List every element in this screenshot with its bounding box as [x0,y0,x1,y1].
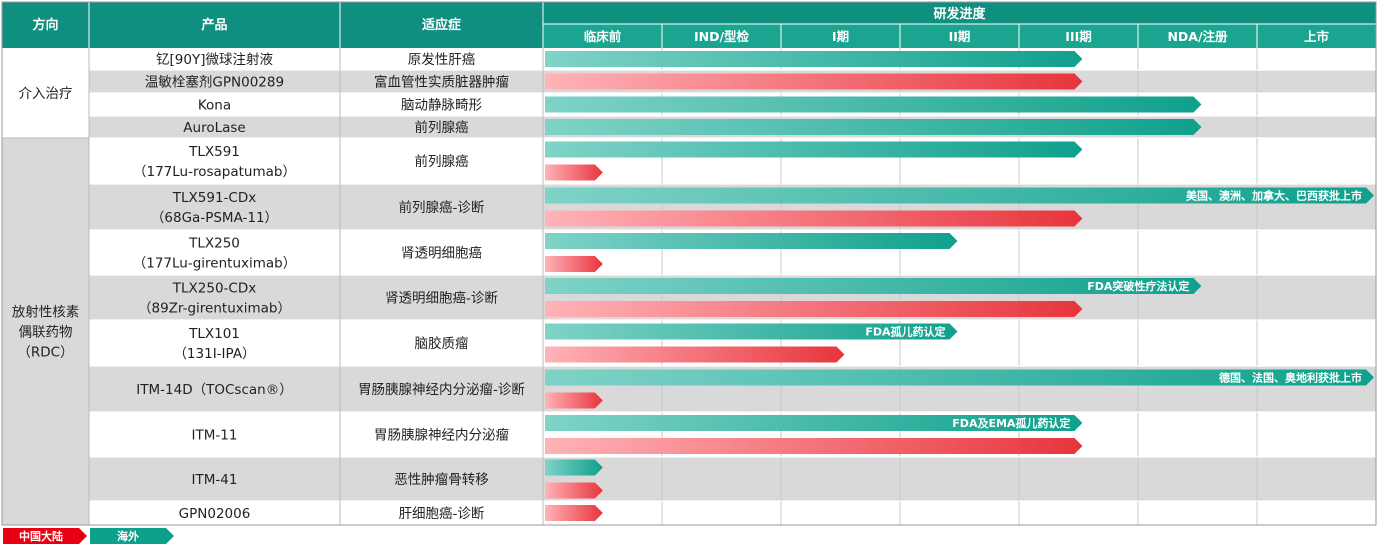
product-name: ITM-11 [192,428,238,444]
overseas-progress-bar [545,233,958,249]
indication-text: 恶性肿瘤骨转移 [394,471,489,488]
header-direction: 方向 [32,17,58,33]
indication-text: 胃肠胰腺神经内分泌瘤 [374,427,509,444]
stage-label: 临床前 [584,29,622,44]
indication-text: 肾透明细胞癌 [401,246,482,262]
stage-label: II期 [949,29,971,44]
indication-text: 前列腺癌 [415,119,469,136]
legend-overseas-label: 海外 [117,529,139,543]
product-name: AuroLase [183,120,245,136]
legend-overseas-swatch [90,528,174,544]
table-border [1,1,1377,526]
china-progress-bar [545,438,1083,454]
product-name: （177Lu-girentuximab） [133,256,297,272]
bar-annotation: FDA孤儿药认定 [865,325,945,339]
product-name: （131I-IPA） [173,346,255,362]
china-progress-bar [545,482,603,499]
legend-china-swatch [3,528,87,544]
overseas-progress-bar [545,369,1374,386]
overseas-progress-bar [545,51,1083,67]
overseas-progress-bar [545,187,1374,204]
bar-annotation: FDA及EMA孤儿药认定 [952,416,1070,430]
stage-label: 上市 [1304,29,1330,44]
overseas-progress-bar [545,323,958,340]
overseas-progress-bar [545,459,603,476]
indication-text: 肾透明细胞癌-诊断 [385,291,498,307]
bar-annotation: 德国、法国、奥地利获批上市 [1218,371,1362,385]
indication-text: 前列腺癌-诊断 [399,199,485,216]
product-name: （177Lu-rosapatumab） [133,164,296,180]
product-name: Kona [198,98,231,114]
indication-text: 原发性肝癌 [408,52,476,68]
product-name: ITM-14D（TOCscan®） [136,382,292,398]
china-progress-bar [545,301,1083,317]
group-label: 放射性核素 [12,305,80,321]
overseas-progress-bar [545,141,1083,158]
stage-label: III期 [1065,29,1091,44]
indication-text: 脑胶质瘤 [415,335,469,352]
product-name: 钇[90Y]微球注射液 [156,52,273,68]
china-progress-bar [545,392,603,409]
china-progress-bar [545,73,1083,90]
stage-header-bg [543,24,1376,48]
product-name: 温敏栓塞剂GPN00289 [145,74,284,91]
stage-label: IND/型检 [694,29,750,44]
bar-annotation: FDA突破性疗法认定 [1087,279,1189,293]
indication-text: 胃肠胰腺神经内分泌瘤-诊断 [358,381,525,398]
china-progress-bar [545,164,603,181]
bar-annotation: 美国、澳洲、加拿大、巴西获批上市 [1186,189,1362,203]
indication-text: 前列腺癌 [415,153,469,170]
group-label: 介入治疗 [19,86,73,102]
indication-text: 富血管性实质脏器肿瘤 [374,74,509,91]
product-name: GPN02006 [179,506,251,522]
stage-label: I期 [832,29,849,44]
overseas-progress-bar [545,415,1083,431]
product-name: TLX250 [188,236,240,252]
product-name: TLX101 [188,326,240,342]
header-product: 产品 [201,17,227,33]
group-bg [2,48,89,138]
product-name: （89Zr-girentuximab） [138,301,291,317]
indication-text: 脑动静脉畸形 [401,98,482,114]
indication-text: 肝细胞癌-诊断 [399,506,485,522]
product-name: （68Ga-PSMA-11） [151,210,278,226]
product-name: TLX591-CDx [172,190,256,206]
header-progress: 研发进度 [933,6,986,22]
group-label: 偶联药物 [19,325,73,341]
overseas-progress-bar [545,278,1202,294]
header-indication: 适应症 [422,17,461,33]
group-label: （RDC） [17,345,73,361]
stage-label: NDA/注册 [1167,29,1228,44]
overseas-progress-bar [545,119,1202,135]
china-progress-bar [545,256,603,272]
group-bg [2,138,89,525]
legend-china-label: 中国大陆 [19,529,63,543]
product-name: TLX591 [188,144,240,160]
china-progress-bar [545,346,845,363]
china-progress-bar [545,505,603,521]
product-name: ITM-41 [192,472,238,488]
row-bg [89,457,1376,501]
china-progress-bar [545,210,1083,227]
product-name: TLX250-CDx [172,281,256,297]
overseas-progress-bar [545,96,1202,113]
